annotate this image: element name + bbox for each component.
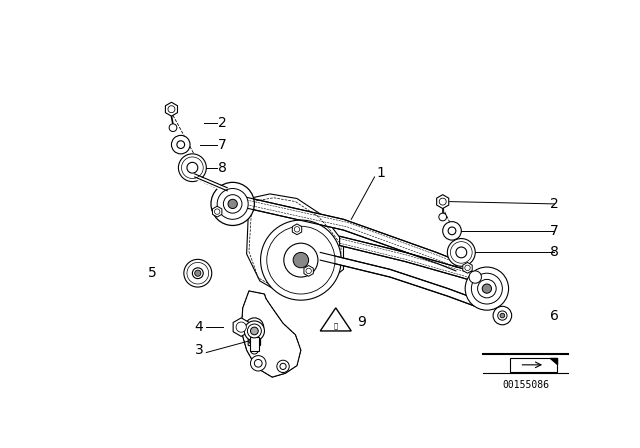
- Circle shape: [228, 199, 237, 208]
- Circle shape: [448, 227, 456, 235]
- Text: 8: 8: [550, 246, 559, 259]
- Circle shape: [482, 284, 492, 293]
- Circle shape: [260, 220, 341, 300]
- FancyBboxPatch shape: [248, 327, 260, 345]
- Circle shape: [284, 243, 318, 277]
- Circle shape: [277, 360, 289, 373]
- Circle shape: [306, 268, 311, 274]
- Polygon shape: [304, 266, 314, 276]
- Polygon shape: [463, 263, 472, 273]
- Polygon shape: [241, 291, 301, 377]
- Text: 00155086: 00155086: [502, 380, 549, 390]
- Circle shape: [250, 346, 259, 354]
- FancyBboxPatch shape: [250, 337, 259, 351]
- Text: 1: 1: [376, 166, 385, 180]
- Circle shape: [498, 311, 507, 320]
- Bar: [510, 358, 557, 372]
- Text: 5: 5: [148, 266, 157, 280]
- Circle shape: [223, 195, 242, 213]
- Circle shape: [217, 189, 248, 220]
- Circle shape: [469, 271, 481, 283]
- Polygon shape: [292, 224, 301, 235]
- Circle shape: [493, 306, 511, 325]
- Circle shape: [244, 321, 264, 341]
- Circle shape: [500, 313, 505, 318]
- Circle shape: [172, 135, 190, 154]
- Circle shape: [250, 356, 266, 371]
- Circle shape: [267, 226, 335, 294]
- Circle shape: [472, 273, 502, 304]
- Polygon shape: [320, 252, 476, 306]
- Circle shape: [477, 280, 496, 298]
- Text: 3: 3: [195, 343, 204, 357]
- Circle shape: [293, 252, 308, 268]
- Circle shape: [214, 209, 220, 214]
- Text: 7: 7: [550, 224, 559, 238]
- Text: 8: 8: [218, 161, 227, 175]
- Polygon shape: [245, 197, 456, 271]
- Circle shape: [169, 124, 177, 132]
- Circle shape: [447, 238, 476, 266]
- Circle shape: [443, 222, 461, 240]
- Circle shape: [280, 363, 286, 370]
- Text: ⓘ: ⓘ: [333, 322, 338, 329]
- Text: 4: 4: [195, 320, 204, 334]
- Polygon shape: [320, 308, 351, 331]
- Text: 2: 2: [550, 197, 559, 211]
- Circle shape: [465, 267, 509, 310]
- Circle shape: [249, 335, 260, 345]
- Circle shape: [439, 198, 446, 205]
- Polygon shape: [550, 358, 557, 364]
- Circle shape: [248, 324, 261, 338]
- Circle shape: [195, 270, 201, 276]
- Text: 9: 9: [358, 314, 366, 329]
- Circle shape: [236, 322, 246, 332]
- Circle shape: [184, 259, 212, 287]
- Circle shape: [177, 141, 184, 148]
- Polygon shape: [246, 194, 344, 296]
- Polygon shape: [436, 195, 449, 208]
- Text: 2: 2: [218, 116, 227, 130]
- Circle shape: [254, 359, 262, 367]
- Circle shape: [245, 318, 264, 336]
- Polygon shape: [340, 236, 483, 284]
- Polygon shape: [165, 102, 177, 116]
- Circle shape: [439, 213, 447, 221]
- Text: 7: 7: [218, 138, 227, 151]
- Circle shape: [187, 162, 198, 173]
- Polygon shape: [233, 318, 249, 336]
- Polygon shape: [212, 206, 222, 217]
- Text: 6: 6: [550, 309, 559, 323]
- Circle shape: [193, 268, 204, 279]
- Circle shape: [179, 154, 206, 181]
- Circle shape: [168, 106, 175, 112]
- Circle shape: [465, 265, 470, 271]
- Circle shape: [294, 227, 300, 232]
- Circle shape: [250, 327, 259, 335]
- Circle shape: [456, 247, 467, 258]
- Circle shape: [211, 182, 254, 225]
